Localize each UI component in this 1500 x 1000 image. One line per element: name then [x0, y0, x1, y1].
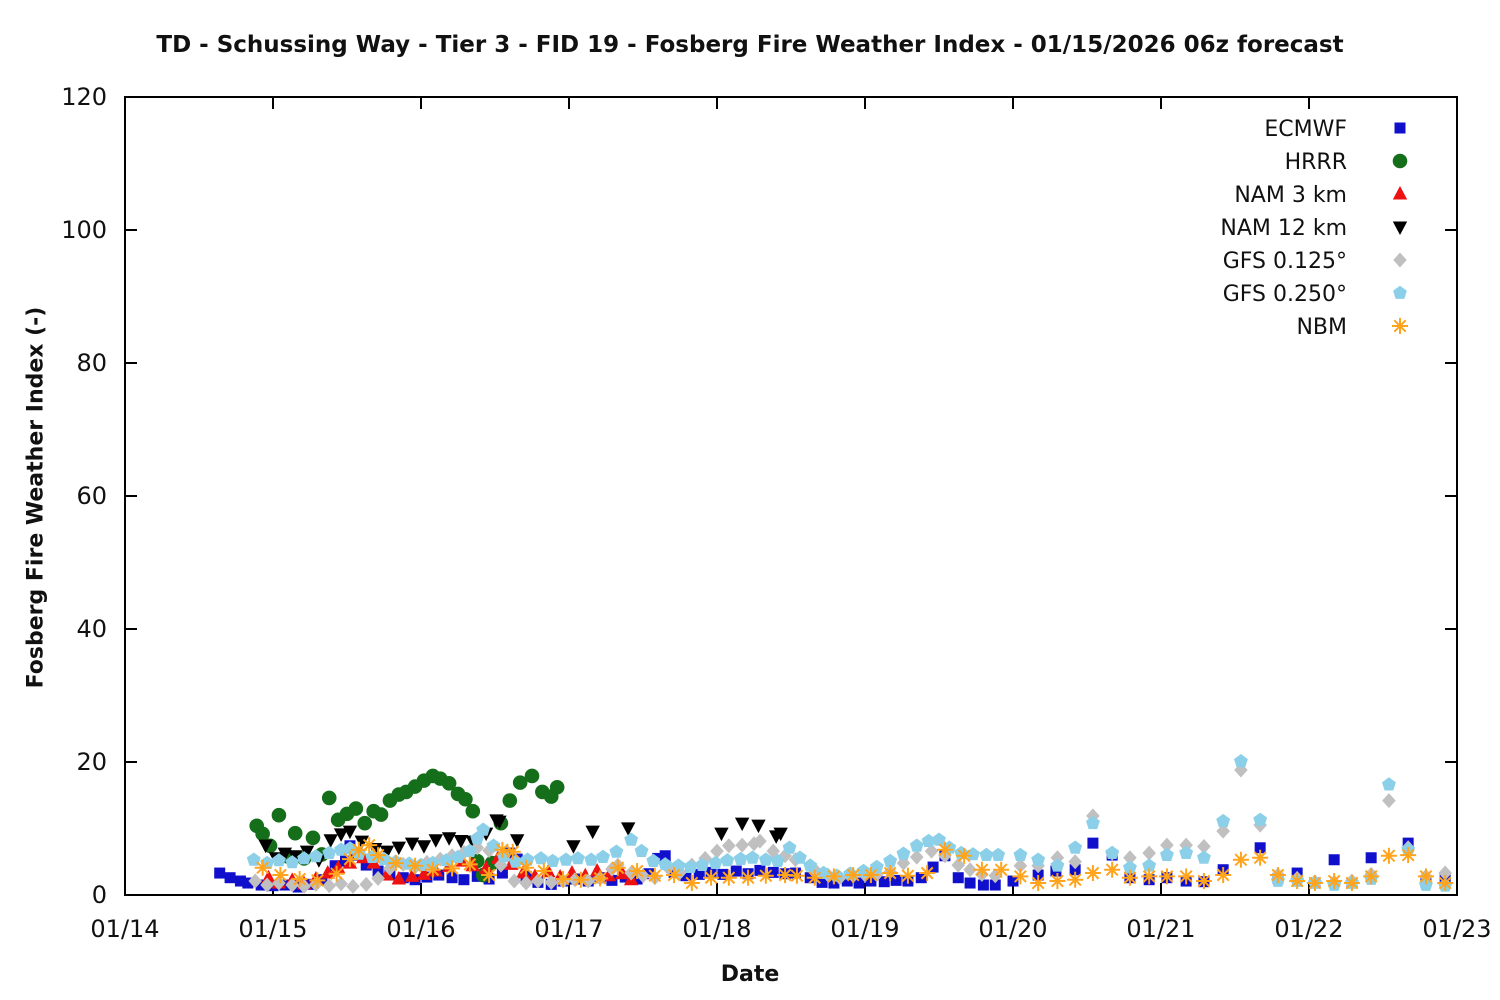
y-tick-label: 20 [76, 748, 107, 776]
legend-label: GFS 0.250° [1223, 282, 1347, 307]
series-nbm-points [254, 837, 1454, 892]
y-tick-label: 40 [76, 615, 107, 643]
y-tick-label: 100 [61, 216, 107, 244]
y-tick-label: 80 [76, 349, 107, 377]
legend-marker-asterisk-icon [1392, 318, 1408, 334]
axis-ticks: 01/14 01/15 01/16 01/17 01/18 01/19 01/20 01/21… [61, 83, 1491, 943]
legend-marker-pentagon-icon [1393, 285, 1407, 299]
x-tick-label: 01/22 [1274, 915, 1343, 943]
legend-label: GFS 0.125° [1223, 249, 1347, 274]
y-tick-label: 60 [76, 482, 107, 510]
x-tick-label: 01/15 [238, 915, 307, 943]
x-tick-label: 01/18 [682, 915, 751, 943]
chart-title: TD - Schussing Way - Tier 3 - FID 19 - F… [156, 32, 1344, 58]
legend-label: HRRR [1285, 150, 1347, 175]
x-tick-label: 01/17 [534, 915, 603, 943]
legend-label: NAM 3 km [1234, 183, 1347, 208]
y-tick-label: 0 [92, 881, 107, 909]
legend-marker-circle-icon [1392, 153, 1408, 169]
x-tick-label: 01/23 [1422, 915, 1491, 943]
legend-marker-triangle-up-icon [1392, 186, 1408, 200]
x-tick-label: 01/16 [386, 915, 455, 943]
legend-marker-diamond-icon [1393, 252, 1407, 268]
legend-marker-square-icon [1394, 122, 1406, 134]
legend: ECMWF HRRR NAM 3 km NAM 12 km GFS 0.125° GFS … [1220, 117, 1408, 340]
x-tick-label: 01/19 [830, 915, 899, 943]
legend-label: ECMWF [1264, 117, 1347, 142]
legend-marker-triangle-down-icon [1392, 221, 1408, 235]
x-axis-label: Date [720, 962, 780, 987]
x-tick-label: 01/20 [978, 915, 1047, 943]
legend-label: NBM [1296, 315, 1347, 340]
legend-label: NAM 12 km [1220, 216, 1347, 241]
x-tick-label: 01/14 [90, 915, 159, 943]
y-tick-label: 120 [61, 83, 107, 111]
x-tick-label: 01/21 [1126, 915, 1195, 943]
series-hrrr-points [249, 768, 565, 883]
